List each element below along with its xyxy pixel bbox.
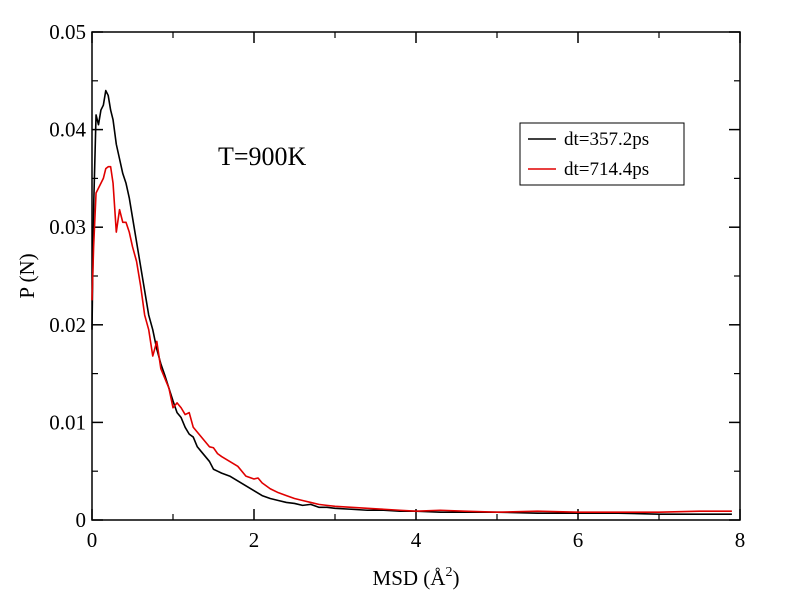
x-tick-label: 0 [87, 528, 98, 552]
y-tick-label: 0.02 [49, 313, 86, 337]
y-tick-label: 0.05 [49, 20, 86, 44]
plot-frame [91, 31, 741, 521]
x-tick-label: 6 [573, 528, 584, 552]
axis-tick-labels: 0 2 4 6 8 0 0.01 0.02 0.03 0.04 0.05 [49, 20, 745, 552]
axis-ticks [91, 31, 741, 521]
y-tick-label: 0.01 [49, 410, 86, 434]
x-tick-label: 4 [411, 528, 422, 552]
y-axis-label: P (N) [15, 253, 39, 298]
x-axis-label: MSD (Å2) [373, 565, 460, 590]
x-axis-label-close: ) [452, 566, 459, 590]
y-tick-label: 0.03 [49, 215, 86, 239]
legend-box [519, 122, 685, 186]
legend-label-series-2: dt=714.4ps [564, 159, 649, 180]
y-tick-label: 0 [76, 508, 87, 532]
data-series [91, 89, 732, 515]
x-tick-label: 2 [249, 528, 260, 552]
legend-label-series-1: dt=357.2ps [564, 129, 649, 150]
series-line-1 [91, 89, 732, 515]
annotation-temperature: T=900K [218, 142, 307, 171]
y-tick-label: 0.04 [49, 118, 86, 142]
series-line-2 [91, 165, 732, 513]
x-axis-label-main: MSD (Å [373, 566, 447, 590]
x-tick-label: 8 [735, 528, 746, 552]
legend: dt=357.2ps dt=714.4ps [519, 122, 685, 186]
x-axis-label-superscript: 2 [445, 565, 452, 580]
